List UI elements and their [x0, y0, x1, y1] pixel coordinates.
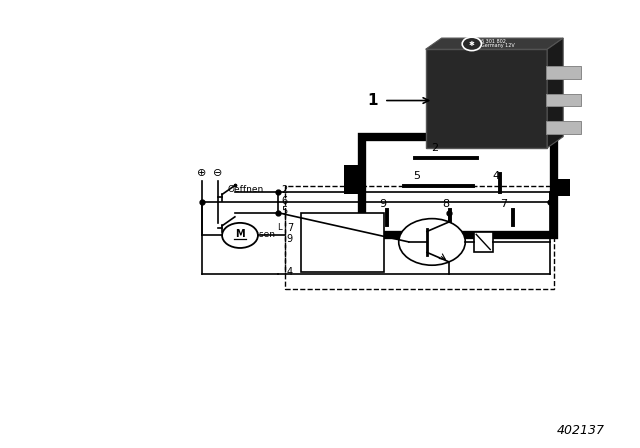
Text: Schliessen: Schliessen	[227, 230, 275, 239]
FancyBboxPatch shape	[546, 94, 581, 107]
FancyBboxPatch shape	[546, 66, 581, 79]
Bar	[344, 177, 362, 194]
Text: 6: 6	[282, 196, 288, 206]
Text: 5: 5	[282, 207, 288, 216]
Text: ⊕: ⊕	[197, 168, 206, 178]
Polygon shape	[426, 38, 563, 49]
Bar	[344, 165, 362, 182]
Text: 6 301 802: 6 301 802	[481, 39, 506, 44]
Text: 1: 1	[367, 93, 378, 108]
Text: ✱: ✱	[469, 41, 475, 47]
Text: 7: 7	[500, 198, 507, 209]
Text: 9: 9	[287, 234, 293, 244]
Circle shape	[462, 37, 481, 51]
Circle shape	[399, 219, 465, 265]
Text: L: L	[277, 223, 282, 232]
Text: 4: 4	[287, 267, 293, 277]
Bar	[426, 49, 547, 148]
Text: 4: 4	[492, 171, 499, 181]
Text: 2: 2	[431, 143, 438, 154]
Text: 5: 5	[413, 171, 420, 181]
Text: 8: 8	[442, 198, 449, 209]
Text: M: M	[235, 229, 245, 239]
Text: 402137: 402137	[557, 424, 605, 438]
Text: Oeffnen: Oeffnen	[227, 185, 264, 194]
Text: 2: 2	[282, 185, 288, 195]
Bar	[552, 179, 570, 196]
FancyBboxPatch shape	[546, 121, 581, 134]
Bar	[285, 186, 554, 289]
Bar	[474, 232, 493, 252]
Text: 9: 9	[379, 198, 386, 209]
Bar	[362, 137, 554, 235]
Bar	[301, 213, 384, 272]
Text: ⊖: ⊖	[213, 168, 222, 178]
Text: Germany 12V: Germany 12V	[481, 43, 515, 48]
Circle shape	[222, 223, 258, 248]
Polygon shape	[547, 38, 563, 148]
Text: 7: 7	[287, 223, 293, 233]
